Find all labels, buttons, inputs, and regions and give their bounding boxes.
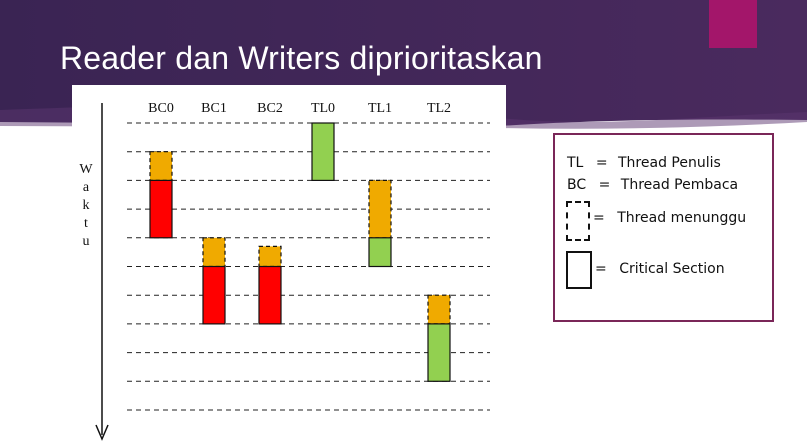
axis-label-letter: u	[83, 234, 90, 249]
legend-critical: = Critical Section	[595, 261, 725, 277]
bar-bc2-critical	[258, 265, 282, 325]
legend-critical-eq: =	[595, 261, 607, 277]
legend-bc-eq: =	[598, 177, 611, 193]
legend-bc-abbr: BC	[567, 177, 587, 193]
legend-tl: TL = Thread Penulis	[567, 155, 721, 171]
axis-label-letter: k	[83, 198, 90, 213]
axis-label-letter: W	[79, 162, 93, 177]
legend-waiting-swatch	[566, 201, 590, 241]
column-header-bc1: BC1	[201, 101, 227, 116]
bar-bc0-critical	[149, 179, 173, 239]
legend-waiting-eq: =	[593, 210, 605, 226]
bar-bc2-waiting	[258, 245, 282, 268]
legend-tl-eq: =	[595, 155, 608, 171]
legend-bc: BC = Thread Pembaca	[567, 177, 738, 193]
axis-label-letter: a	[83, 180, 90, 195]
bar-tl2-waiting	[427, 294, 451, 325]
legend-waiting-text: Thread menunggu	[617, 210, 747, 226]
column-header-tl0: TL0	[311, 101, 335, 116]
legend-critical-text: Critical Section	[619, 261, 725, 277]
legend-critical-swatch	[566, 251, 592, 289]
bar-bc1-critical	[202, 265, 226, 325]
bar-bc1-waiting	[202, 237, 226, 268]
bar-tl1-waiting	[368, 179, 392, 239]
bar-bc0-waiting	[149, 151, 173, 181]
column-header-bc2: BC2	[257, 101, 283, 116]
time-axis-arrow	[95, 424, 109, 441]
bar-tl1-critical	[368, 237, 392, 268]
legend-tl-abbr: TL	[567, 155, 584, 171]
slide-title: Reader dan Writers diprioritaskan	[60, 40, 543, 76]
legend-box: TL = Thread Penulis BC = Thread Pembaca …	[553, 133, 774, 322]
axis-label-letter: t	[84, 216, 88, 231]
bar-tl2-critical	[427, 323, 451, 382]
legend-waiting: = Thread menunggu	[593, 210, 746, 226]
bar-tl0-critical	[311, 122, 335, 182]
legend-tl-text: Thread Penulis	[618, 155, 721, 171]
accent-square	[709, 0, 757, 48]
column-header-bc0: BC0	[148, 101, 174, 116]
legend-bc-text: Thread Pembaca	[620, 177, 739, 193]
column-header-tl2: TL2	[427, 101, 451, 116]
column-header-tl1: TL1	[368, 101, 392, 116]
